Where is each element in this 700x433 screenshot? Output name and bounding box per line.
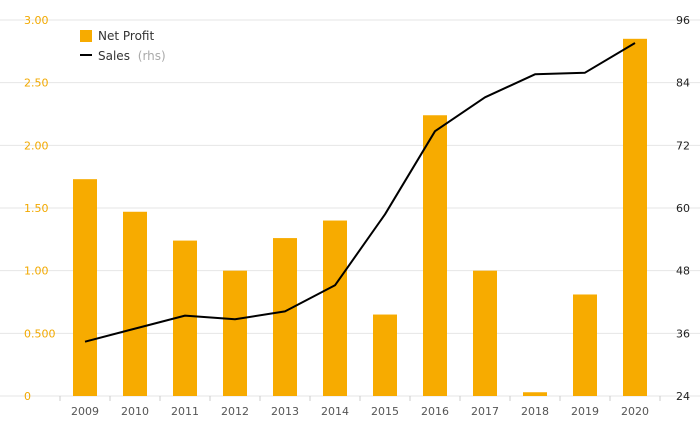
bar-2010 — [123, 211, 147, 396]
right-tick-label: 24 — [676, 390, 690, 403]
x-tick-label: 2013 — [271, 405, 299, 418]
legend-label-sales-name: Sales — [98, 49, 130, 63]
right-tick-label: 48 — [676, 265, 690, 278]
bar-2017 — [473, 270, 497, 396]
x-tick-label: 2020 — [621, 405, 649, 418]
right-tick-label: 60 — [676, 202, 690, 215]
bar-2016 — [423, 115, 447, 397]
x-tick-label: 2011 — [171, 405, 199, 418]
x-tick-label: 2017 — [471, 405, 499, 418]
x-tick-label: 2014 — [321, 405, 349, 418]
right-axis: 24 36 48 60 72 84 96 — [676, 14, 690, 403]
bar-2013 — [273, 238, 297, 396]
bar-series-net-profit — [73, 38, 647, 397]
bar-2019 — [573, 294, 597, 396]
right-tick-label: 84 — [676, 77, 690, 90]
bar-2015 — [373, 314, 397, 396]
line-series-sales — [84, 42, 636, 343]
left-tick-label: 0 — [24, 390, 31, 403]
left-tick-label: 2.00 — [24, 139, 49, 152]
bar-2009 — [73, 179, 97, 396]
right-tick-label: 36 — [676, 327, 690, 340]
bar-2012 — [223, 270, 247, 396]
x-tick-label: 2018 — [521, 405, 549, 418]
x-tick-label: 2009 — [71, 405, 99, 418]
left-tick-label: 0.500 — [24, 327, 56, 340]
legend-label-net-profit: Net Profit — [98, 29, 154, 43]
bar-2014 — [323, 220, 347, 396]
x-tick-label: 2019 — [571, 405, 599, 418]
legend-label-sales-suffix: (rhs) — [138, 49, 166, 63]
x-tick-label: 2015 — [371, 405, 399, 418]
right-tick-label: 72 — [676, 139, 690, 152]
left-tick-label: 1.00 — [24, 265, 49, 278]
bar-2020 — [623, 38, 647, 397]
bar-2018 — [523, 392, 547, 396]
legend-label-sales: Sales (rhs) — [98, 49, 166, 63]
left-tick-label: 3.00 — [24, 14, 49, 27]
left-tick-label: 1.50 — [24, 202, 49, 215]
x-axis: 2009 2010 2011 2012 2013 2014 2015 2016 2017 2018… — [59, 396, 661, 418]
x-tick-label: 2010 — [121, 405, 149, 418]
left-tick-label: 2.50 — [24, 77, 49, 90]
legend-swatch-net-profit — [80, 30, 92, 42]
legend: Net Profit Sales (rhs) — [80, 29, 166, 63]
x-tick-label: 2016 — [421, 405, 449, 418]
x-tick-label: 2012 — [221, 405, 249, 418]
right-tick-label: 96 — [676, 14, 690, 27]
sales-line — [84, 42, 636, 343]
left-axis: 0 0.500 1.00 1.50 2.00 2.50 3.00 — [24, 14, 56, 403]
